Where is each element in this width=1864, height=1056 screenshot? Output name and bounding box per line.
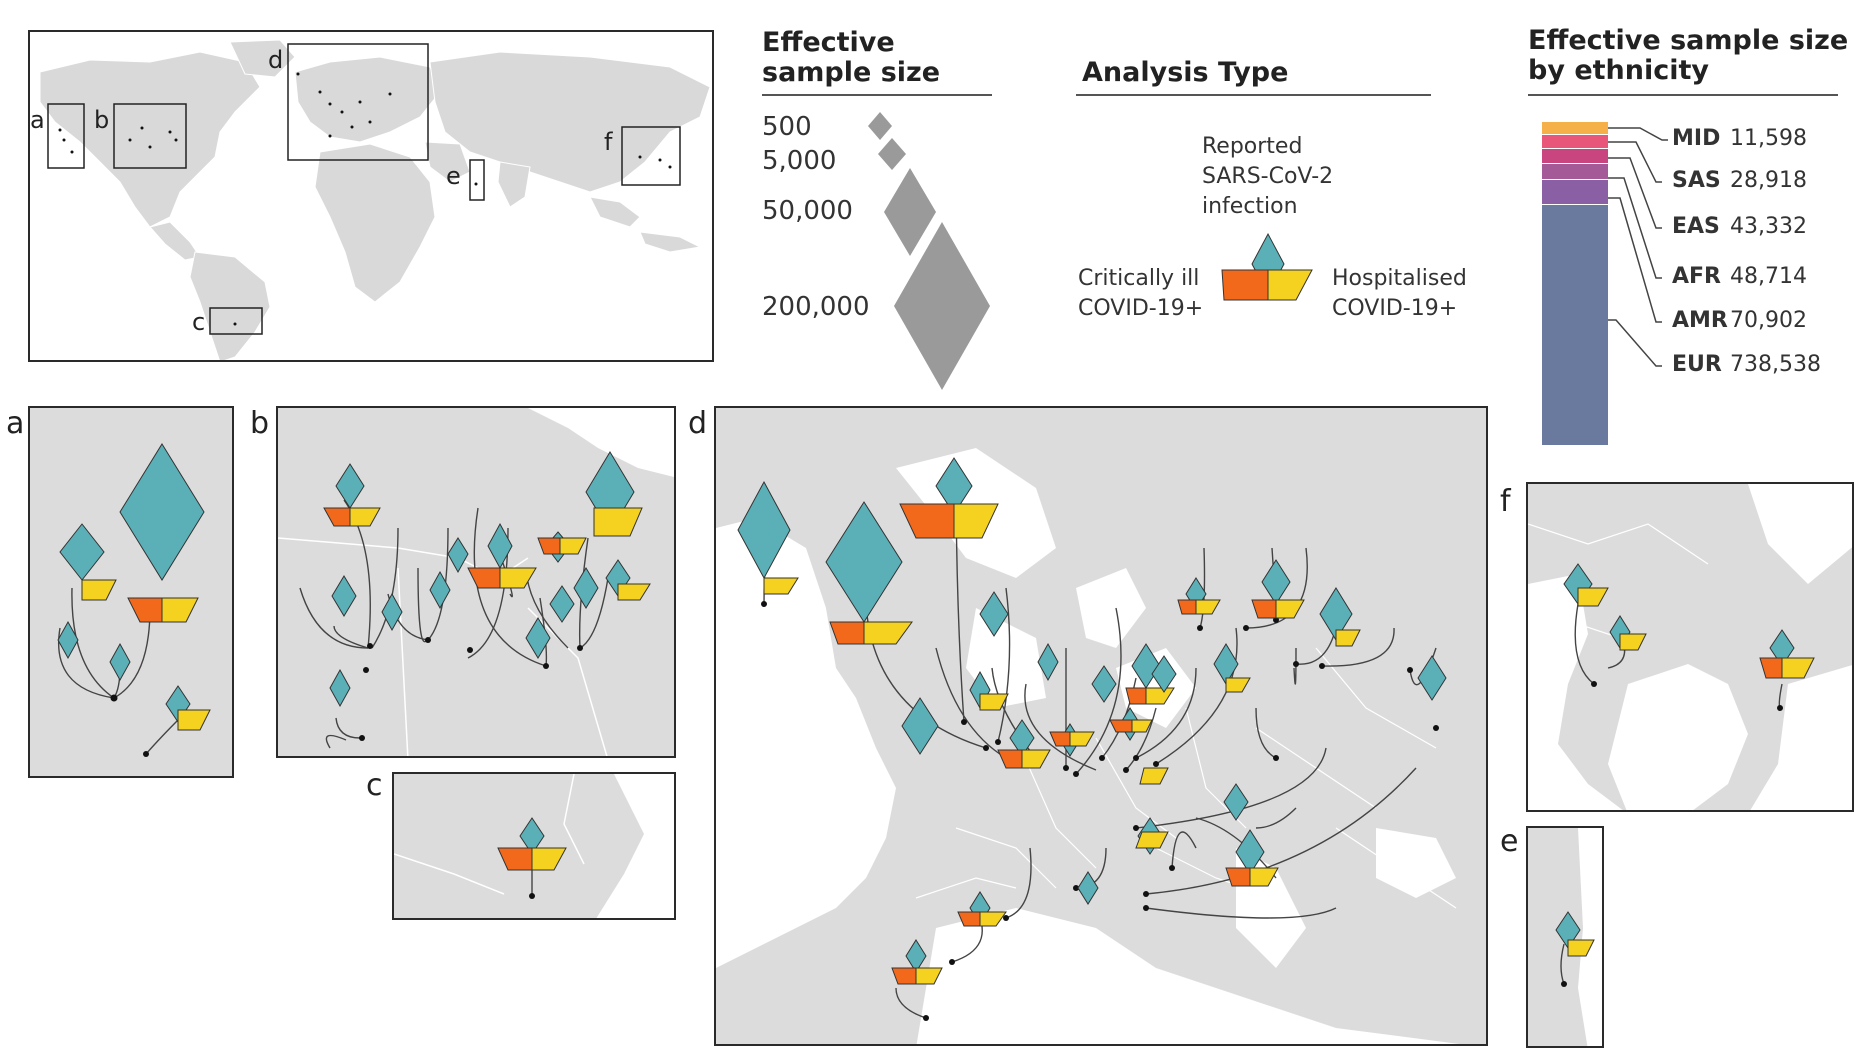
panel-label-e: e [1500,824,1519,859]
ethnicity-value-eur: 738,538 [1730,352,1821,377]
panel-label-d: d [688,406,708,441]
analysis-glyph-hospital [1267,269,1313,301]
analysis-hospital-1: Hospitalised [1332,266,1467,291]
analysis-critical-2: COVID-19+ [1078,296,1204,321]
world-box-label-a: a [30,106,45,134]
ethnicity-code-mid: MID [1672,126,1721,151]
ethnicity-segment-eur [1542,204,1608,447]
ethnicity-legend-title-1: Effective sample size [1528,25,1849,56]
ethnicity-code-eur: EUR [1672,352,1722,377]
size-diamond-500 [868,112,892,140]
panel-label-a: a [6,406,25,441]
ethnicity-segment-sas [1542,135,1608,149]
ethnicity-value-mid: 11,598 [1730,126,1807,151]
world-box-label-d: d [268,46,284,74]
ethnicity-segment-mid [1542,122,1608,136]
ethnicity-value-afr: 48,714 [1730,264,1807,289]
ethnicity-code-afr: AFR [1672,264,1721,289]
panel-d-europe [714,406,1488,1046]
analysis-legend-title: Analysis Type [1082,57,1289,88]
panel-label-c: c [366,768,383,803]
panel-c-south-america [392,772,676,920]
panel-f-map [1528,484,1852,810]
analysis-reported-2: SARS-CoV-2 [1202,164,1334,189]
size-legend-title-2: sample size [762,57,941,88]
analysis-glyph-critical [1221,269,1269,301]
panel-a-map [57,443,211,757]
analysis-hospital-2: COVID-19+ [1332,296,1458,321]
panel-f-east-asia [1526,482,1854,812]
panel-a-west-north-america [28,406,234,778]
ethnicity-code-sas: SAS [1672,168,1721,193]
ethnicity-bar-segments [1542,122,1608,447]
size-legend-500: 500 [762,112,812,142]
analysis-reported-3: infection [1202,194,1298,219]
panel-e-map [1555,828,1602,1046]
size-legend-title-1: Effective [762,27,895,58]
size-diamond-50000 [884,168,936,256]
panel-b-east-north-america [276,406,676,758]
ethnicity-value-amr: 70,902 [1730,308,1807,333]
world-box-label-b: b [94,106,110,134]
ethnicity-value-sas: 28,918 [1730,168,1807,193]
size-diamond-200000 [894,222,990,390]
world-overview-map: a b d e f c [28,30,714,362]
analysis-glyph-reported [1251,232,1285,296]
panel-e-middle-east [1526,826,1604,1048]
ethnicity-code-amr: AMR [1672,308,1728,333]
size-diamond-5000 [878,138,906,170]
analysis-critical-1: Critically ill [1078,266,1200,291]
ethnicity-stacked-bar [1542,122,1608,447]
ethnicity-value-eas: 43,332 [1730,214,1807,239]
size-legend-5000: 5,000 [762,146,837,176]
size-legend-200000: 200,000 [762,292,870,322]
world-box-label-f: f [604,128,613,156]
world-box-label-c: c [192,308,206,336]
ethnicity-code-eas: EAS [1672,214,1720,239]
panel-d-map [716,448,1460,1044]
world-box-label-e: e [446,162,461,190]
analysis-reported-1: Reported [1202,134,1303,159]
panel-label-b: b [250,406,270,441]
ethnicity-segment-amr [1542,180,1608,205]
panel-label-f: f [1500,484,1511,519]
ethnicity-segment-afr [1542,163,1608,181]
ethnicity-segment-eas [1542,148,1608,164]
size-legend-50000: 50,000 [762,196,853,226]
world-landmass [39,39,711,360]
panel-c-map [394,774,674,918]
size-legend-rule [762,94,992,96]
panel-b-map [278,408,674,756]
analysis-legend-rule [1076,94,1431,96]
ethnicity-legend-rule [1528,94,1838,96]
ethnicity-legend-title-2: by ethnicity [1528,55,1710,86]
